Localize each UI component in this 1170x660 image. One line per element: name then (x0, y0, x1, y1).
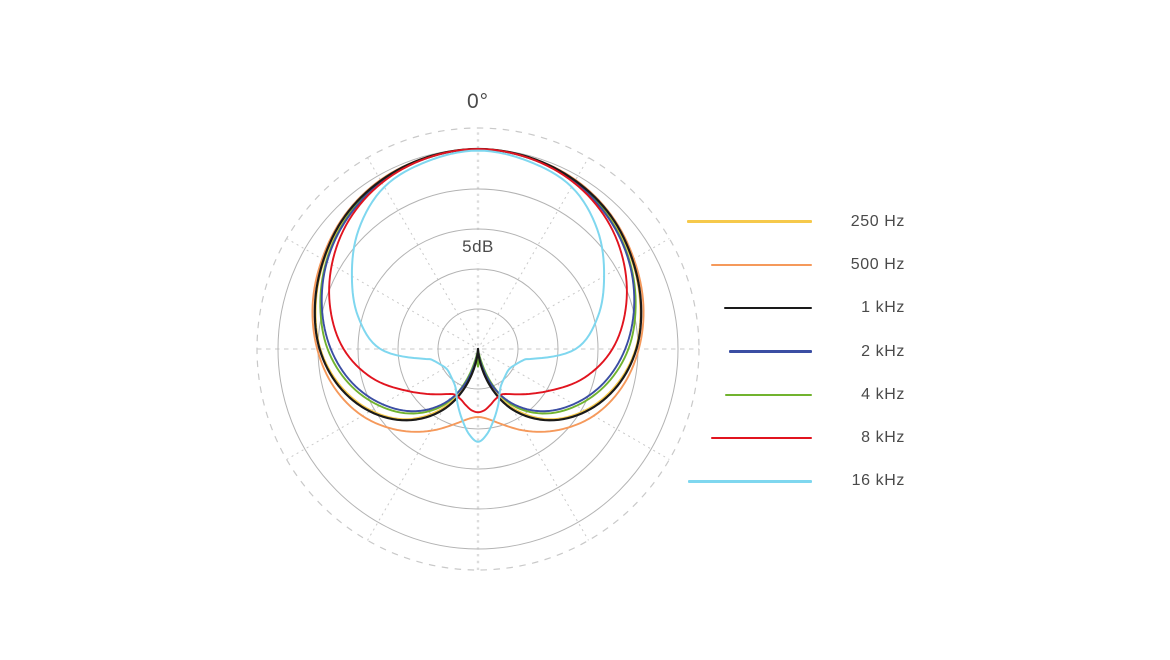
legend-item-250hz: 250 Hz (687, 200, 905, 243)
polar-pattern-chart (256, 127, 700, 571)
legend-item-500hz: 500 Hz (687, 243, 905, 286)
legend-label-16khz: 16 kHz (851, 472, 905, 490)
legend-label-250hz: 250 Hz (850, 212, 905, 230)
legend-item-8khz: 8 kHz (687, 416, 905, 459)
legend-line-4khz (725, 393, 812, 397)
legend-line-1khz (724, 306, 812, 310)
curve-4-khz (319, 148, 637, 415)
legend-item-1khz: 1 kHz (687, 287, 905, 330)
legend-line-2khz (729, 350, 812, 353)
legend-label-2khz: 2 kHz (861, 342, 905, 360)
legend-item-2khz: 2 kHz (687, 330, 905, 373)
curve-8-khz (328, 148, 628, 414)
legend-label-4khz: 4 kHz (861, 385, 905, 403)
curve-500-hz (311, 148, 645, 433)
legend-label-1khz: 1 kHz (861, 299, 905, 317)
radial-scale-label: 5dB (448, 227, 508, 267)
legend-label-500hz: 500 Hz (850, 255, 905, 273)
legend-line-500hz (711, 263, 812, 267)
legend-item-4khz: 4 kHz (687, 373, 905, 416)
frequency-legend: 250 Hz 500 Hz 1 kHz 2 kHz 4 kHz 8 kHz 16… (687, 200, 905, 503)
legend-label-8khz: 8 kHz (861, 429, 905, 447)
radial-scale-text: 5dB (462, 237, 494, 256)
curve-16-khz (350, 149, 606, 443)
legend-item-16khz: 16 kHz (687, 460, 905, 503)
curve-1-khz (313, 147, 643, 422)
legend-line-250hz (687, 220, 812, 223)
legend-line-16khz (688, 480, 812, 483)
angle-zero-label: 0° (466, 90, 490, 113)
legend-line-8khz (711, 436, 812, 440)
